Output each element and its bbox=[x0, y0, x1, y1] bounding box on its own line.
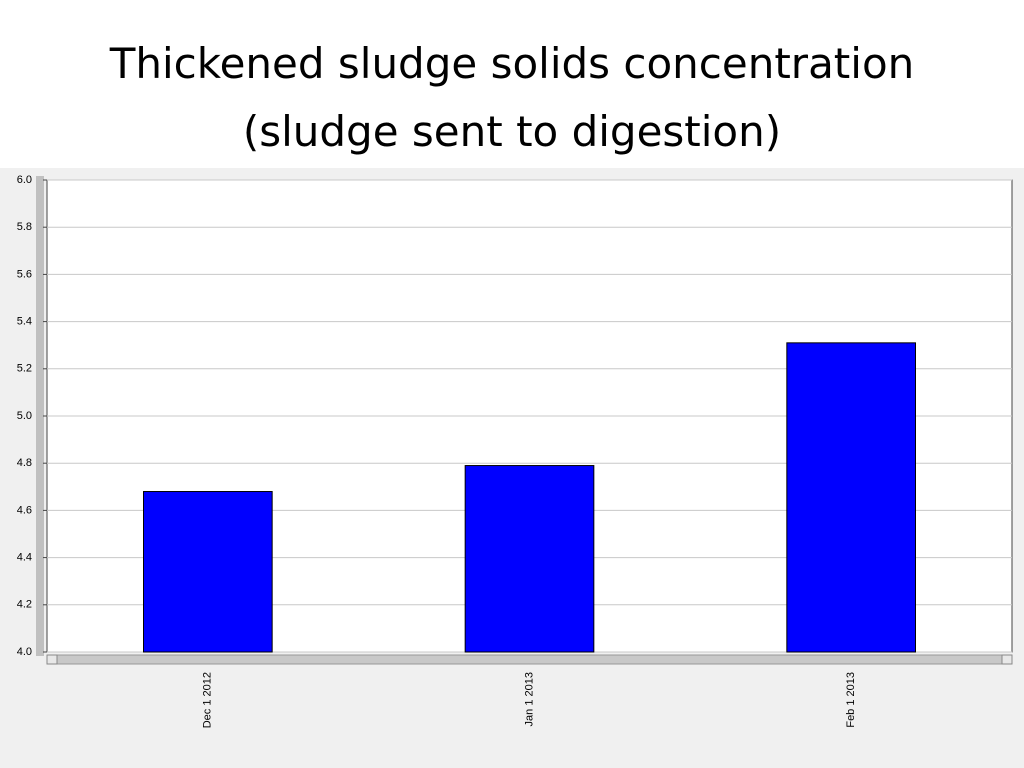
left-strip bbox=[36, 176, 44, 656]
y-tick-label: 5.0 bbox=[17, 410, 32, 422]
y-tick-label: 5.6 bbox=[17, 268, 32, 280]
y-tick-label: 4.2 bbox=[17, 599, 32, 611]
x-tick-label: Jan 1 2013 bbox=[523, 672, 535, 726]
y-tick-label: 5.4 bbox=[17, 316, 32, 328]
y-tick-label: 6.0 bbox=[17, 174, 32, 186]
scroll-right[interactable] bbox=[1001, 654, 1013, 665]
y-tick-label: 5.2 bbox=[17, 363, 32, 375]
y-tick-label: 5.8 bbox=[17, 221, 32, 233]
bar bbox=[464, 465, 595, 653]
x-tick-label: Dec 1 2012 bbox=[202, 672, 214, 728]
bar bbox=[143, 491, 273, 653]
y-tick-label: 4.6 bbox=[17, 504, 32, 516]
y-tick-label: 4.0 bbox=[17, 646, 32, 658]
scrollbar bbox=[46, 654, 1013, 665]
scroll-left[interactable] bbox=[46, 654, 58, 665]
y-tick-label: 4.8 bbox=[17, 457, 32, 469]
chart-title: Thickened sludge solids concentration (s… bbox=[109, 39, 915, 156]
bar bbox=[786, 342, 916, 653]
y-tick-label: 4.4 bbox=[17, 552, 32, 564]
x-tick-label: Feb 1 2013 bbox=[845, 672, 857, 728]
